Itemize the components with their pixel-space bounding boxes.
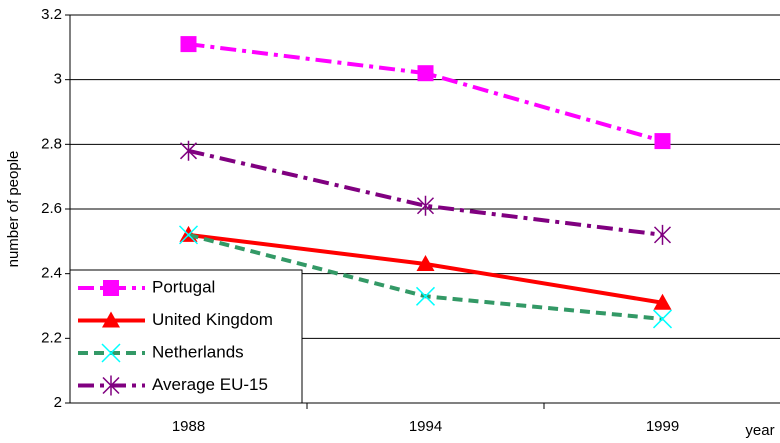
data-point — [653, 293, 672, 310]
legend-label: Netherlands — [152, 342, 244, 361]
y-axis-label: number of people — [5, 151, 22, 268]
data-point — [416, 254, 435, 271]
data-point — [416, 195, 435, 216]
data-point — [653, 224, 672, 245]
data-point — [654, 133, 671, 150]
legend-marker — [102, 311, 120, 328]
data-point — [415, 286, 436, 306]
x-axis-label: year — [745, 422, 774, 439]
legend-label: United Kingdom — [152, 310, 273, 329]
legend-marker — [102, 375, 120, 396]
y-tick-label: 2.8 — [41, 135, 62, 152]
legend: Portugal United Kingdom Netherlands Average… — [69, 269, 303, 404]
data-point — [180, 36, 197, 53]
x-tick-label: 1999 — [646, 418, 679, 435]
x-tick-label: 1994 — [409, 418, 442, 435]
y-tick-label: 2.2 — [41, 329, 62, 346]
data-point — [178, 225, 199, 245]
data-point — [179, 140, 198, 161]
series-line — [188, 148, 663, 237]
series-line — [188, 42, 664, 144]
data-point — [652, 309, 673, 329]
x-tick-label: 1988 — [172, 418, 205, 435]
legend-marker — [101, 343, 121, 363]
y-tick-label: 2 — [54, 394, 62, 411]
y-tick-label: 3.2 — [41, 6, 62, 23]
legend-label: Portugal — [152, 277, 215, 296]
legend-marker — [103, 280, 119, 296]
y-tick-label: 2.6 — [41, 200, 62, 217]
data-point — [417, 65, 434, 82]
legend-label: Average EU-15 — [152, 375, 268, 394]
y-tick-label: 2.4 — [41, 265, 62, 282]
y-tick-label: 3 — [54, 71, 62, 88]
